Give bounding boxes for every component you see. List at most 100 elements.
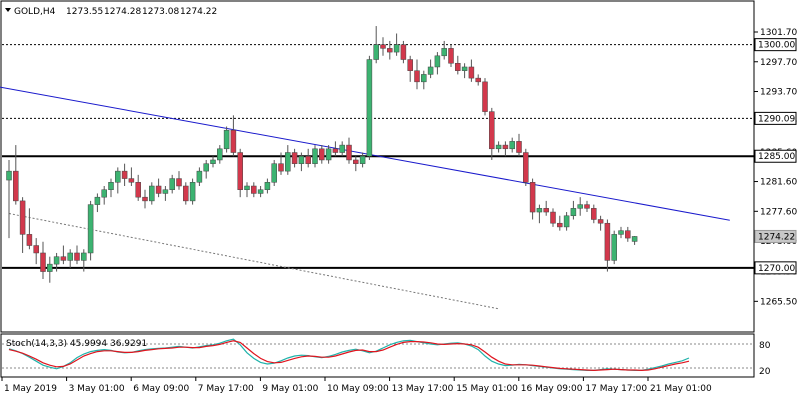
candle xyxy=(217,145,223,164)
time-tick-label: 1 May 2019 xyxy=(4,384,57,394)
level-tag-label: 1290.09 xyxy=(758,114,795,124)
candle xyxy=(230,115,237,157)
candle xyxy=(441,40,447,60)
candle xyxy=(121,163,128,187)
ohlc-open: 1273.55 xyxy=(66,7,103,17)
candle xyxy=(359,152,366,168)
time-tick-label: 9 May 01:00 xyxy=(262,384,318,394)
candle xyxy=(543,200,549,216)
candle xyxy=(312,145,318,168)
price-tick-label: 1265.50 xyxy=(760,297,797,307)
candle xyxy=(291,148,298,168)
trendline[interactable] xyxy=(0,86,730,221)
candle xyxy=(584,200,590,213)
candle xyxy=(271,159,277,187)
candle xyxy=(196,167,203,187)
candle xyxy=(298,152,305,172)
candle xyxy=(135,174,141,201)
candle xyxy=(26,208,33,250)
price-tick-label: 1301.70 xyxy=(760,28,797,38)
candle xyxy=(176,171,182,190)
candle xyxy=(489,107,495,160)
ohlc-close: 1274.22 xyxy=(180,7,217,17)
candle xyxy=(502,141,509,157)
time-tick-label: 16 May 09:00 xyxy=(521,384,583,394)
candle xyxy=(482,78,488,116)
time-tick-label: 15 May 01:00 xyxy=(456,384,518,394)
price-tick-label: 1297.70 xyxy=(760,58,797,68)
candle xyxy=(393,33,400,56)
candle xyxy=(400,40,407,64)
candle xyxy=(577,197,583,216)
level-tag-box xyxy=(754,149,797,163)
dropdown-triangle-icon[interactable] xyxy=(5,8,11,12)
candle xyxy=(414,59,420,90)
candle xyxy=(19,197,26,253)
level-tag-label: 1270.00 xyxy=(758,264,795,274)
candle xyxy=(625,226,631,242)
ohlc-high: 1274.28 xyxy=(104,7,141,17)
candle xyxy=(550,208,556,227)
level-tag-label: 1285.00 xyxy=(758,152,795,162)
candle xyxy=(251,182,257,198)
price-tick-label: 1293.70 xyxy=(760,88,797,98)
candle xyxy=(618,226,624,239)
candle xyxy=(87,200,94,261)
current-price-tag xyxy=(754,229,797,243)
candle xyxy=(319,145,325,164)
candle xyxy=(210,156,216,168)
candle xyxy=(570,200,577,220)
price-tags: 1300.00 1290.09 1285.00 1270.00 1274.22 xyxy=(754,38,797,275)
candle xyxy=(611,230,617,265)
candle xyxy=(325,145,332,164)
candle xyxy=(380,37,386,56)
candle xyxy=(257,186,264,198)
moving-average-line[interactable] xyxy=(8,213,499,310)
candle xyxy=(94,193,101,213)
candle xyxy=(591,204,597,224)
candle xyxy=(115,167,121,194)
candle xyxy=(523,148,529,187)
stoch-level-20-label: 20 xyxy=(759,367,771,377)
candle xyxy=(448,44,454,67)
candle xyxy=(631,236,638,245)
candle xyxy=(563,212,570,231)
candle xyxy=(339,141,345,157)
candle xyxy=(332,141,339,157)
candle xyxy=(53,252,60,272)
time-tick-label: 17 May 17:00 xyxy=(585,384,647,394)
current-price-label: 1274.22 xyxy=(758,232,795,242)
stochastic-oscillator xyxy=(2,338,754,372)
candle xyxy=(434,52,441,75)
candle xyxy=(189,178,196,205)
candle xyxy=(366,55,373,160)
symbol-label: GOLD,H4 xyxy=(14,7,56,17)
candle xyxy=(6,159,12,239)
time-tick-label: 3 May 01:00 xyxy=(69,384,125,394)
candle xyxy=(305,148,311,168)
candle xyxy=(495,141,502,153)
candle xyxy=(421,70,427,90)
candle xyxy=(155,178,162,198)
candle xyxy=(128,167,135,187)
candle xyxy=(244,182,250,198)
candle xyxy=(108,178,114,198)
candle xyxy=(509,137,515,153)
stoch-level-80-label: 80 xyxy=(759,341,771,351)
level-tag-label: 1300.00 xyxy=(758,41,795,51)
candle xyxy=(468,59,475,82)
candle xyxy=(169,174,175,194)
candle xyxy=(353,156,359,172)
level-tag-box xyxy=(754,111,797,125)
price-tick-label: 1281.60 xyxy=(760,178,797,188)
candle xyxy=(373,26,379,64)
time-tick-label: 21 May 01:00 xyxy=(650,384,712,394)
candle xyxy=(74,245,80,265)
stochastic-panel-frame xyxy=(0,333,755,378)
stochastic-label: Stoch(14,3,3) 45.9994 36.9291 xyxy=(6,339,147,349)
candle xyxy=(33,238,39,265)
trend-objects[interactable] xyxy=(0,86,730,310)
time-tick-label: 10 May 09:00 xyxy=(327,384,389,394)
